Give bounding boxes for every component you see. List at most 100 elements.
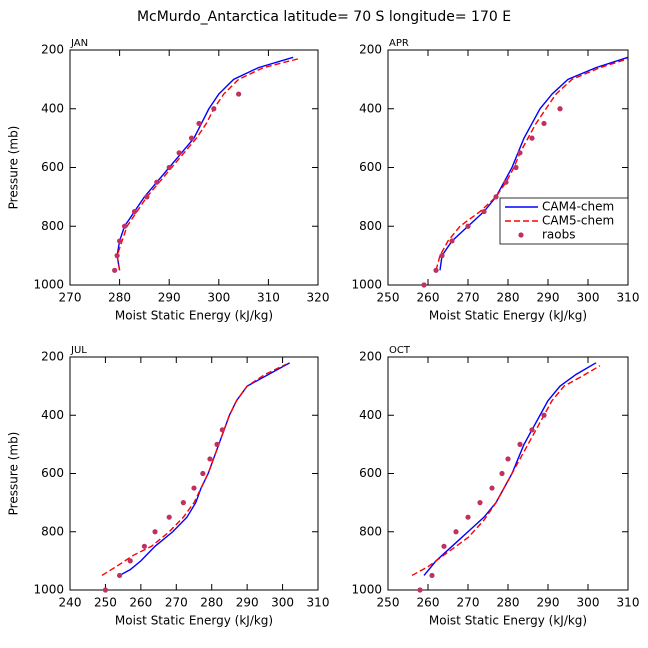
- x-tick-label: 320: [307, 291, 330, 305]
- x-tick-label: 280: [200, 596, 223, 610]
- x-tick-label: 270: [457, 596, 480, 610]
- raob-point: [541, 120, 547, 127]
- raob-point: [489, 485, 495, 491]
- x-axis-label: Moist Static Energy (kJ/kg): [429, 614, 587, 628]
- x-tick-label: 310: [617, 596, 640, 610]
- y-tick-label: 200: [41, 43, 64, 57]
- x-tick-label: 280: [497, 596, 520, 610]
- x-tick-label: 250: [377, 596, 400, 610]
- raob-point: [417, 587, 423, 593]
- raob-point: [477, 500, 483, 506]
- y-tick-label: 1000: [33, 583, 64, 597]
- legend-label: CAM4-chem: [542, 200, 614, 214]
- profile-line: [435, 58, 629, 271]
- x-tick-label: 260: [129, 596, 152, 610]
- x-tick-label: 270: [457, 291, 480, 305]
- raob-point: [449, 238, 455, 244]
- raob-point: [102, 587, 109, 593]
- raob-point: [166, 514, 172, 520]
- profile-line: [411, 365, 601, 577]
- x-tick-label: 260: [417, 596, 440, 610]
- raob-point: [176, 150, 182, 156]
- raob-point: [114, 253, 120, 259]
- y-tick-label: 800: [41, 524, 64, 538]
- x-tick-label: 300: [207, 291, 230, 305]
- raob-point: [127, 558, 133, 564]
- x-tick-label: 310: [617, 291, 640, 305]
- raob-point: [141, 543, 147, 549]
- raob-point: [441, 543, 447, 549]
- raob-point: [513, 164, 519, 171]
- raob-point: [180, 500, 186, 506]
- profile-line: [101, 363, 287, 577]
- raob-point: [166, 164, 172, 171]
- y-axis-label: Pressure (mb): [7, 126, 21, 210]
- x-tick-label: 300: [271, 596, 294, 610]
- raob-point: [196, 120, 202, 127]
- plot-frame: [69, 356, 319, 591]
- x-tick-label: 290: [537, 291, 560, 305]
- raob-point: [493, 194, 499, 200]
- raob-point: [214, 441, 220, 447]
- raob-point: [505, 456, 511, 462]
- y-tick-label: 800: [41, 219, 64, 233]
- x-axis-label: Moist Static Energy (kJ/kg): [115, 614, 273, 628]
- raob-point: [529, 135, 535, 141]
- raob-point: [429, 572, 435, 579]
- raob-point: [117, 238, 123, 244]
- x-tick-label: 240: [59, 596, 82, 610]
- y-tick-label: 600: [41, 160, 64, 174]
- x-tick-label: 290: [537, 596, 560, 610]
- profile-line: [116, 56, 294, 271]
- raob-point: [121, 223, 128, 229]
- raob-point: [188, 135, 195, 141]
- raob-point: [433, 267, 439, 273]
- raob-point: [517, 441, 523, 447]
- y-tick-label: 1000: [351, 583, 382, 597]
- x-tick-label: 300: [577, 596, 600, 610]
- raob-point: [421, 282, 427, 288]
- y-tick-label: 1000: [351, 278, 382, 292]
- raob-point: [439, 253, 445, 259]
- profile-line: [423, 362, 597, 576]
- profile-line: [439, 56, 629, 271]
- y-tick-label: 1000: [33, 278, 64, 292]
- x-tick-label: 280: [108, 291, 131, 305]
- raob-point: [191, 485, 197, 491]
- raob-point: [154, 179, 160, 185]
- raob-point: [465, 223, 471, 229]
- raob-point: [236, 91, 242, 97]
- y-axis-label: Pressure (mb): [7, 432, 21, 516]
- raob-point: [557, 106, 563, 112]
- y-tick-label: 200: [359, 43, 382, 57]
- raob-point: [453, 529, 459, 535]
- raob-point: [207, 456, 213, 462]
- raob-point: [200, 470, 206, 477]
- y-tick-label: 600: [359, 160, 382, 174]
- raob-point: [465, 514, 471, 520]
- raob-point: [517, 150, 523, 156]
- raob-point: [112, 267, 118, 273]
- raob-point: [131, 208, 138, 215]
- figure-title: McMurdo_Antarctica latitude= 70 S longit…: [137, 9, 511, 25]
- legend-label: CAM5-chem: [542, 214, 614, 228]
- x-axis-label: Moist Static Energy (kJ/kg): [115, 309, 273, 323]
- y-tick-label: 400: [359, 408, 382, 422]
- y-tick-label: 800: [359, 524, 382, 538]
- raob-point: [529, 427, 535, 433]
- x-tick-label: 310: [257, 291, 280, 305]
- raob-point: [211, 106, 217, 112]
- y-tick-label: 200: [359, 350, 382, 364]
- x-tick-label: 290: [236, 596, 259, 610]
- x-tick-label: 270: [59, 291, 82, 305]
- x-tick-label: 290: [158, 291, 181, 305]
- x-tick-label: 300: [577, 291, 600, 305]
- y-tick-label: 800: [359, 219, 382, 233]
- legend-swatch: [518, 232, 524, 238]
- x-tick-label: 250: [377, 291, 400, 305]
- panel-label: APR: [389, 38, 409, 49]
- raob-point: [219, 427, 225, 433]
- x-tick-label: 280: [497, 291, 520, 305]
- legend-label: raobs: [542, 228, 576, 242]
